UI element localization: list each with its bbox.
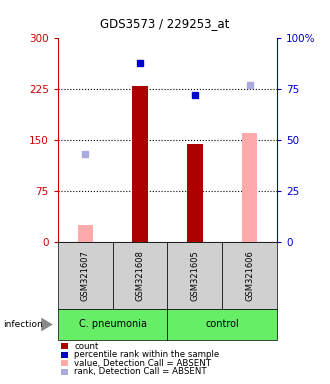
Text: count: count xyxy=(74,342,99,351)
Text: C. pneumonia: C. pneumonia xyxy=(79,319,147,329)
Bar xyxy=(187,144,203,242)
Text: GDS3573 / 229253_at: GDS3573 / 229253_at xyxy=(100,17,230,30)
Text: control: control xyxy=(206,319,239,329)
Text: GSM321607: GSM321607 xyxy=(81,250,90,301)
Text: percentile rank within the sample: percentile rank within the sample xyxy=(74,350,219,359)
Bar xyxy=(78,225,93,242)
Text: GSM321608: GSM321608 xyxy=(136,250,145,301)
Text: infection: infection xyxy=(3,320,43,329)
Bar xyxy=(242,133,257,242)
Text: GSM321605: GSM321605 xyxy=(190,250,199,301)
Text: GSM321606: GSM321606 xyxy=(245,250,254,301)
Text: rank, Detection Call = ABSENT: rank, Detection Call = ABSENT xyxy=(74,367,207,376)
Bar xyxy=(132,86,148,242)
Text: value, Detection Call = ABSENT: value, Detection Call = ABSENT xyxy=(74,359,211,368)
